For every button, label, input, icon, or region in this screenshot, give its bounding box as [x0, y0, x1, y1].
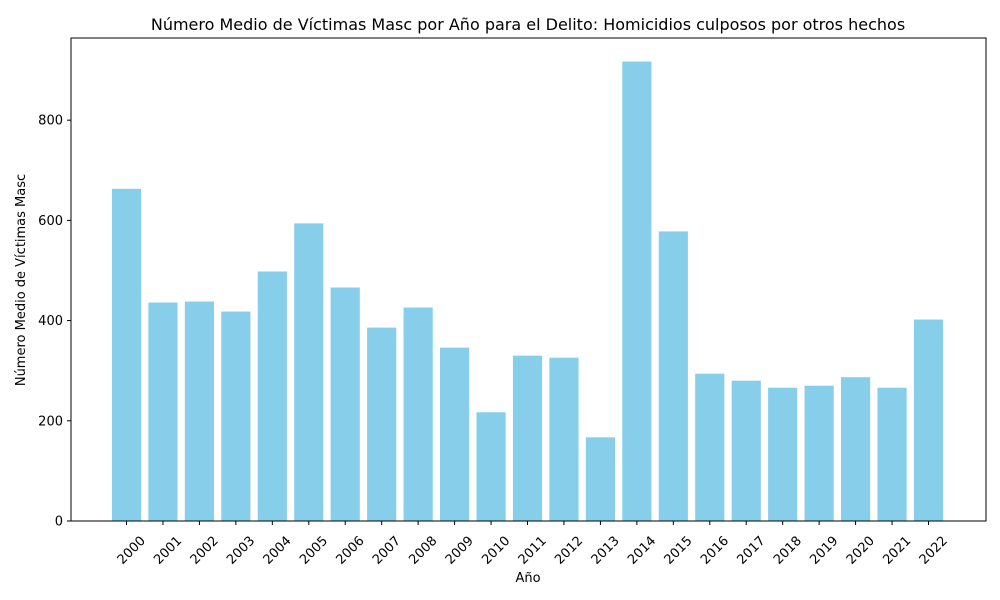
x-tick-label-2001: 2001 — [151, 534, 185, 568]
x-tick-label-2004: 2004 — [261, 534, 295, 568]
x-tick-label-2018: 2018 — [771, 534, 805, 568]
plot-frame — [70, 37, 987, 522]
bar-2011 — [512, 355, 543, 521]
y-tick-label-0: 0 — [55, 515, 63, 530]
x-tick-label-2019: 2019 — [807, 534, 841, 568]
y-axis: 0 200 400 600 800 — [38, 114, 71, 530]
x-tick-label-2013: 2013 — [589, 534, 623, 568]
x-tick-label-2012: 2012 — [552, 534, 586, 568]
x-tick-label-2003: 2003 — [224, 534, 258, 568]
x-tick-label-2015: 2015 — [662, 534, 696, 568]
x-tick-label-2009: 2009 — [443, 534, 477, 568]
x-tick-label-2021: 2021 — [880, 534, 914, 568]
bar-2005 — [294, 223, 324, 521]
x-tick-label-2007: 2007 — [370, 534, 404, 568]
bar-2017 — [731, 380, 761, 521]
x-tick-label-2006: 2006 — [333, 534, 367, 568]
bar-2022 — [913, 319, 944, 521]
x-tick-label-2002: 2002 — [188, 534, 222, 568]
bar-2019 — [804, 385, 834, 521]
bar-2009 — [440, 347, 470, 521]
bars-layer — [111, 61, 944, 521]
bar-2016 — [695, 373, 725, 521]
bar-2020 — [841, 377, 871, 521]
bar-2002 — [184, 301, 214, 521]
x-axis: 2000 2001 2002 2003 2004 2005 2006 2007 2008 2009… — [115, 521, 951, 568]
y-tick-label-400: 400 — [38, 314, 63, 329]
x-tick-label-2005: 2005 — [297, 534, 331, 568]
x-tick-label-2008: 2008 — [406, 534, 440, 568]
x-tick-label-2020: 2020 — [844, 534, 878, 568]
x-tick-label-2010: 2010 — [479, 534, 513, 568]
chart-title: Número Medio de Víctimas Masc por Año pa… — [151, 15, 905, 34]
x-tick-label-2022: 2022 — [917, 534, 951, 568]
x-tick-label-2016: 2016 — [698, 534, 732, 568]
x-tick-label-2014: 2014 — [625, 534, 659, 568]
x-tick-label-2011: 2011 — [516, 534, 550, 568]
x-tick-label-2000: 2000 — [115, 534, 149, 568]
bar-2001 — [148, 302, 178, 521]
bar-2007 — [367, 327, 397, 521]
bar-2012 — [549, 357, 579, 521]
bar-2014 — [622, 61, 652, 521]
x-axis-title: Año — [515, 571, 540, 586]
bar-2000 — [111, 188, 142, 521]
bar-2018 — [768, 387, 798, 521]
y-tick-label-600: 600 — [38, 214, 63, 229]
bar-2004 — [257, 271, 287, 521]
bar-2003 — [221, 311, 251, 521]
bar-2021 — [877, 387, 907, 521]
bar-2010 — [476, 412, 506, 521]
x-tick-label-2017: 2017 — [734, 534, 768, 568]
y-tick-label-800: 800 — [38, 114, 63, 129]
bar-2013 — [585, 437, 615, 521]
bar-2006 — [330, 287, 360, 521]
bar-2008 — [403, 307, 433, 521]
y-axis-title: Número Medio de Víctimas Masc — [14, 174, 29, 386]
bar-2015 — [658, 231, 688, 521]
y-tick-label-200: 200 — [38, 414, 63, 429]
